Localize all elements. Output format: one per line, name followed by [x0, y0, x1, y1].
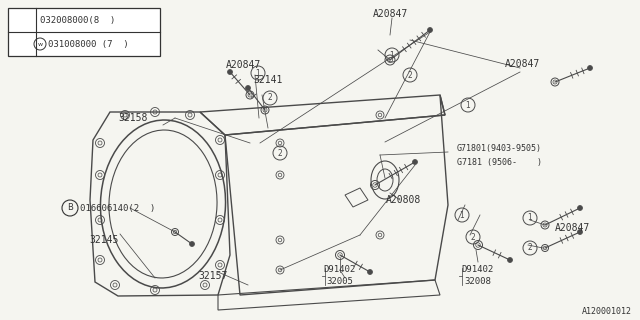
Circle shape: [246, 85, 250, 91]
Text: 032008000(8  ): 032008000(8 ): [40, 15, 115, 25]
Text: D91402: D91402: [462, 266, 494, 275]
Text: 32145: 32145: [90, 235, 118, 245]
Text: 32158: 32158: [118, 113, 148, 123]
Circle shape: [189, 242, 195, 246]
Text: 2: 2: [408, 70, 412, 79]
Text: 1: 1: [390, 51, 394, 60]
Text: D91402: D91402: [324, 266, 356, 275]
Text: A20847: A20847: [554, 223, 589, 233]
Text: 016606140(2  ): 016606140(2 ): [80, 204, 156, 212]
Text: 1: 1: [20, 15, 24, 25]
Text: 1: 1: [460, 211, 465, 220]
Circle shape: [367, 269, 372, 275]
Circle shape: [577, 229, 582, 235]
Text: A120001012: A120001012: [582, 308, 632, 316]
Text: 2: 2: [527, 244, 532, 252]
Text: A20847: A20847: [504, 59, 540, 69]
Text: w: w: [37, 42, 43, 46]
Text: 1: 1: [255, 68, 260, 77]
Bar: [8, 8, 160, 56]
Text: 2: 2: [268, 93, 273, 102]
Text: 2: 2: [20, 39, 24, 49]
Circle shape: [577, 205, 582, 211]
Text: 32141: 32141: [253, 75, 283, 85]
Text: 32157: 32157: [198, 271, 228, 281]
Circle shape: [428, 28, 433, 33]
Text: 32008: 32008: [465, 277, 492, 286]
Text: 1: 1: [527, 213, 532, 222]
Circle shape: [588, 66, 593, 70]
Text: G7181 (9506-    ): G7181 (9506- ): [457, 157, 542, 166]
Text: 1: 1: [466, 100, 470, 109]
Text: 32005: 32005: [326, 277, 353, 286]
Circle shape: [227, 69, 232, 75]
Text: 2: 2: [278, 148, 282, 157]
Text: G71801(9403-9505): G71801(9403-9505): [457, 143, 542, 153]
Text: A20808: A20808: [385, 195, 420, 205]
Text: 2: 2: [470, 233, 476, 242]
Text: B: B: [67, 204, 73, 212]
Text: 031008000 (7  ): 031008000 (7 ): [48, 39, 129, 49]
Circle shape: [413, 159, 417, 164]
Text: A20847: A20847: [372, 9, 408, 19]
Circle shape: [508, 258, 513, 262]
Text: A20847: A20847: [225, 60, 260, 70]
